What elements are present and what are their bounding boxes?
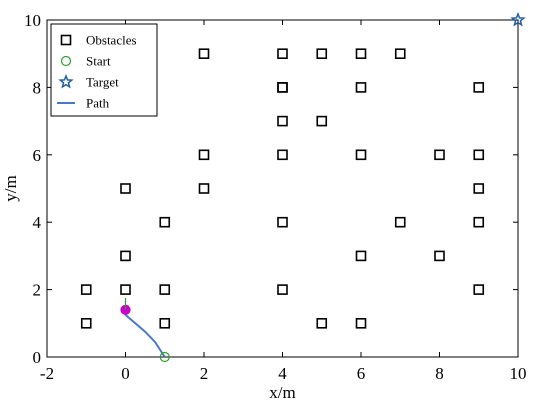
obstacles-marker — [80, 317, 92, 329]
legend-label: Path — [86, 96, 110, 111]
obstacles-marker — [277, 284, 288, 295]
target-marker — [510, 11, 526, 27]
legend-swatch-obstacles — [60, 34, 72, 46]
obstacles-marker — [355, 250, 367, 262]
obstacles-marker — [316, 317, 328, 329]
obstacles-marker — [277, 216, 288, 228]
obstacles-marker — [80, 284, 92, 295]
obstacles-marker — [355, 149, 367, 161]
legend: Obstacles Start Target Path — [50, 23, 158, 117]
obstacles-marker — [277, 115, 288, 127]
start-marker — [159, 351, 170, 363]
plot-marks — [80, 11, 526, 363]
obstacles-marker — [198, 149, 210, 161]
y-tick-label: 4 — [33, 213, 42, 232]
obstacles-marker — [394, 216, 406, 228]
obstacles-marker — [434, 149, 445, 161]
legend-box — [50, 23, 158, 117]
obstacles-marker — [473, 82, 485, 93]
obstacles-marker — [394, 48, 406, 60]
obstacles-marker — [355, 82, 367, 93]
x-tick-label: -2 — [40, 364, 54, 383]
obstacles-marker — [198, 183, 210, 194]
obstacles-marker — [434, 250, 445, 262]
obstacles-marker — [316, 48, 328, 60]
obstacles-marker — [120, 183, 131, 194]
legend-label: Start — [86, 54, 111, 69]
obstacles-marker — [277, 82, 288, 93]
axis-labels: x/m y/m — [1, 175, 296, 402]
y-axis-label: y/m — [1, 175, 20, 201]
legend-swatch-start — [60, 55, 72, 67]
obstacles-marker — [277, 82, 288, 93]
legend-swatch-target — [58, 73, 74, 89]
obstacles-marker — [473, 284, 485, 295]
obstacles-marker — [159, 284, 171, 295]
obstacles-marker — [159, 216, 171, 228]
x-tick-label: 6 — [357, 364, 366, 383]
y-tick-label: 6 — [33, 146, 42, 165]
obstacles-marker — [159, 317, 171, 329]
x-tick-label: 4 — [278, 364, 287, 383]
path-line — [124, 309, 166, 358]
obstacles-marker — [277, 48, 288, 60]
y-tick-label: 8 — [33, 78, 42, 97]
obstacles-marker — [316, 115, 328, 127]
obstacles-marker — [120, 284, 131, 295]
legend-label: Obstacles — [86, 33, 137, 48]
y-tick-label: 0 — [33, 348, 42, 367]
obstacles-marker — [473, 149, 485, 161]
obstacles-marker — [198, 48, 210, 60]
x-tick-label: 10 — [510, 364, 527, 383]
obstacles-marker — [120, 250, 131, 262]
x-tick-label: 8 — [435, 364, 444, 383]
x-tick-label: 2 — [200, 364, 209, 383]
y-tick-label: 10 — [24, 11, 41, 30]
x-tick-label: 0 — [121, 364, 130, 383]
obstacles-marker — [277, 149, 288, 161]
obstacles-marker — [473, 216, 485, 228]
legend-label: Target — [86, 75, 119, 90]
obstacles-marker — [355, 317, 367, 329]
obstacles-marker — [473, 183, 485, 194]
x-axis-label: x/m — [269, 383, 295, 402]
y-tick-label: 2 — [33, 281, 42, 300]
obstacles-marker — [355, 48, 367, 60]
